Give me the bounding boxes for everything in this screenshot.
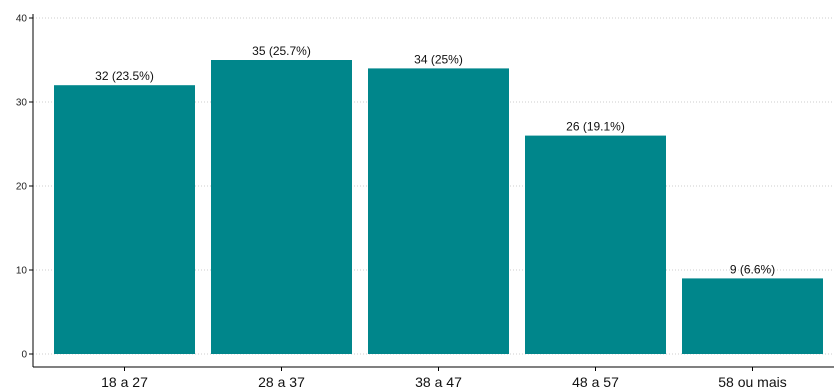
x-tick-label: 48 a 57 <box>572 374 619 390</box>
data-label: 35 (25.7%) <box>252 44 311 58</box>
data-label: 9 (6.6%) <box>730 262 775 276</box>
y-tick-label: 0 <box>21 350 27 361</box>
x-tick-label: 38 a 47 <box>415 374 462 390</box>
x-ticks: 18 a 27 28 a 37 38 a 47 48 a 57 58 ou mais <box>101 367 787 390</box>
y-tick-label: 30 <box>16 98 28 109</box>
bar-2 <box>211 60 352 354</box>
y-tick-label: 10 <box>16 266 28 277</box>
axes <box>32 14 834 368</box>
data-label: 34 (25%) <box>414 52 463 66</box>
y-ticks: 0 10 20 30 40 <box>16 14 33 361</box>
bar-4 <box>525 135 666 354</box>
y-tick-label: 20 <box>16 182 28 193</box>
bar-5 <box>682 278 823 354</box>
data-label: 32 (23.5%) <box>95 69 154 83</box>
data-labels: 32 (23.5%) 35 (25.7%) 34 (25%) 26 (19.1%) 9 … <box>95 44 775 276</box>
bars <box>54 60 823 355</box>
bar-3 <box>368 68 509 355</box>
bar-1 <box>54 85 195 354</box>
y-tick-label: 40 <box>16 14 28 25</box>
x-tick-label: 58 ou mais <box>718 374 786 390</box>
data-label: 26 (19.1%) <box>566 120 625 134</box>
x-tick-label: 18 a 27 <box>101 374 148 390</box>
x-tick-label: 28 a 37 <box>258 374 305 390</box>
